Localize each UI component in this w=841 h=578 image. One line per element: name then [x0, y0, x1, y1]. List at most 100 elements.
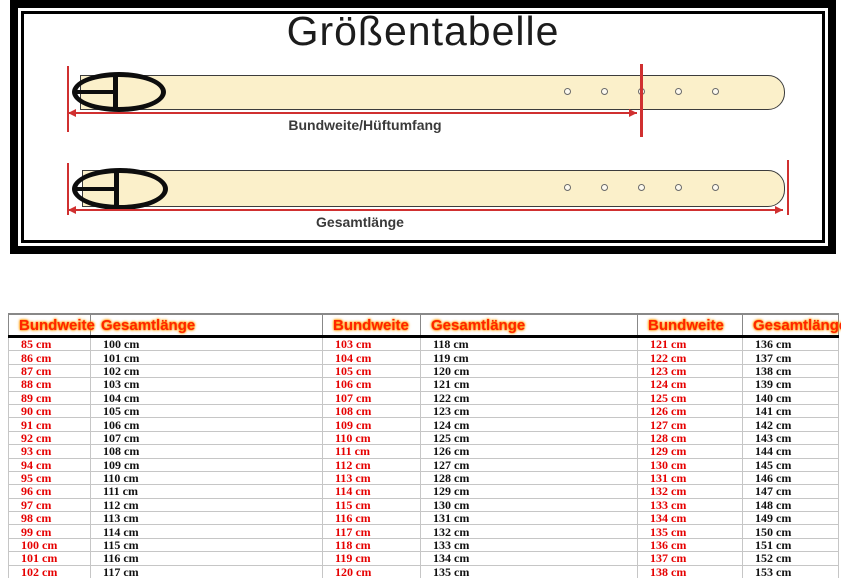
table-cell-gesamtlaenge: 118 cm — [420, 335, 638, 352]
table-cell-gesamtlaenge: 140 cm — [742, 390, 839, 405]
table-cell-bundweite: 113 cm — [322, 470, 421, 486]
table-row: 96 cm 111 cm 114 cm 129 cm 132 cm 147 cm — [8, 484, 839, 499]
table-cell-gesamtlaenge: 107 cm — [90, 430, 323, 446]
table-cell-gesamtlaenge: 143 cm — [742, 430, 839, 446]
table-cell-bundweite: 106 cm — [322, 377, 421, 392]
belt-strap-bottom — [82, 170, 785, 207]
table-cell-bundweite: 122 cm — [637, 350, 743, 365]
arrow-right-icon — [775, 206, 783, 214]
table-cell-bundweite: 130 cm — [637, 457, 743, 472]
table-cell-gesamtlaenge: 128 cm — [420, 470, 638, 486]
table-row: 87 cm 102 cm 105 cm 120 cm 123 cm 138 cm — [8, 363, 839, 379]
belt-hole — [564, 184, 571, 191]
table-cell-bundweite: 94 cm — [8, 457, 91, 472]
table-cell-gesamtlaenge: 126 cm — [420, 444, 638, 459]
table-cell-gesamtlaenge: 147 cm — [742, 484, 839, 499]
table-cell-bundweite: 119 cm — [322, 551, 421, 566]
table-cell-bundweite: 89 cm — [8, 390, 91, 405]
table-cell-gesamtlaenge: 100 cm — [90, 335, 323, 352]
belt-buckle-prong — [114, 170, 119, 208]
table-cell-bundweite: 100 cm — [8, 537, 91, 553]
table-cell-gesamtlaenge: 151 cm — [742, 537, 839, 553]
table-cell-gesamtlaenge: 146 cm — [742, 470, 839, 486]
table-cell-gesamtlaenge: 116 cm — [90, 551, 323, 566]
table-cell-bundweite: 103 cm — [322, 335, 421, 352]
table-cell-bundweite: 114 cm — [322, 484, 421, 499]
belt-buckle-icon — [72, 168, 168, 210]
table-cell-bundweite: 125 cm — [637, 390, 743, 405]
table-cell-gesamtlaenge: 110 cm — [90, 470, 323, 486]
table-cell-bundweite: 86 cm — [8, 350, 91, 365]
table-cell-gesamtlaenge: 134 cm — [420, 551, 638, 566]
measure-line-bundweite — [69, 112, 637, 114]
table-row: 97 cm 112 cm 115 cm 130 cm 133 cm 148 cm — [8, 497, 839, 513]
table-cell-gesamtlaenge: 141 cm — [742, 403, 839, 419]
table-row: 90 cm 105 cm 108 cm 123 cm 126 cm 141 cm — [8, 403, 839, 419]
table-cell-gesamtlaenge: 125 cm — [420, 430, 638, 446]
table-cell-bundweite: 118 cm — [322, 537, 421, 553]
table-cell-gesamtlaenge: 117 cm — [90, 564, 323, 578]
belt-hole — [601, 88, 608, 95]
table-cell-gesamtlaenge: 138 cm — [742, 363, 839, 379]
table-cell-bundweite: 104 cm — [322, 350, 421, 365]
arrow-right-icon — [629, 109, 637, 117]
table-cell-gesamtlaenge: 135 cm — [420, 564, 638, 578]
table-cell-bundweite: 127 cm — [637, 417, 743, 432]
table-header-row: Bundweite Gesamtlänge Bundweite Gesamtlä… — [8, 313, 841, 338]
table-row: 95 cm 110 cm 113 cm 128 cm 131 cm 146 cm — [8, 470, 839, 486]
page-title: Größentabelle — [286, 8, 560, 54]
table-cell-gesamtlaenge: 115 cm — [90, 537, 323, 553]
table-cell-bundweite: 98 cm — [8, 511, 91, 526]
table-cell-bundweite: 123 cm — [637, 363, 743, 379]
table-cell-bundweite: 117 cm — [322, 524, 421, 539]
table-cell-bundweite: 132 cm — [637, 484, 743, 499]
belt-hole — [638, 184, 645, 191]
table-cell-gesamtlaenge: 108 cm — [90, 444, 323, 459]
table-cell-bundweite: 129 cm — [637, 444, 743, 459]
table-row: 92 cm 107 cm 110 cm 125 cm 128 cm 143 cm — [8, 430, 839, 446]
table-cell-gesamtlaenge: 111 cm — [90, 484, 323, 499]
table-cell-bundweite: 131 cm — [637, 470, 743, 486]
table-row: 99 cm 114 cm 117 cm 132 cm 135 cm 150 cm — [8, 524, 839, 539]
table-cell-bundweite: 90 cm — [8, 403, 91, 419]
table-cell-gesamtlaenge: 136 cm — [742, 335, 839, 352]
table-cell-gesamtlaenge: 104 cm — [90, 390, 323, 405]
belt-hole — [601, 184, 608, 191]
table-cell-gesamtlaenge: 145 cm — [742, 457, 839, 472]
table-cell-gesamtlaenge: 137 cm — [742, 350, 839, 365]
col-header-bundweite: Bundweite — [322, 313, 421, 338]
table-cell-bundweite: 92 cm — [8, 430, 91, 446]
belt-hole — [712, 184, 719, 191]
table-cell-bundweite: 110 cm — [322, 430, 421, 446]
table-cell-bundweite: 134 cm — [637, 511, 743, 526]
table-cell-bundweite: 136 cm — [637, 537, 743, 553]
table-cell-bundweite: 120 cm — [322, 564, 421, 578]
table-cell-bundweite: 138 cm — [637, 564, 743, 578]
table-row: 101 cm 116 cm 119 cm 134 cm 137 cm 152 cm — [8, 551, 839, 566]
table-cell-bundweite: 91 cm — [8, 417, 91, 432]
table-row: 89 cm 104 cm 107 cm 122 cm 125 cm 140 cm — [8, 390, 839, 405]
arrow-left-icon — [68, 109, 76, 117]
table-row: 102 cm 117 cm 120 cm 135 cm 138 cm 153 cm — [8, 564, 839, 578]
table-cell-gesamtlaenge: 132 cm — [420, 524, 638, 539]
table-cell-bundweite: 105 cm — [322, 363, 421, 379]
measure-label-bundweite: Bundweite/Hüftumfang — [288, 117, 442, 133]
col-header-gesamtlaenge: Gesamtlänge — [420, 313, 638, 338]
table-cell-bundweite: 116 cm — [322, 511, 421, 526]
table-cell-gesamtlaenge: 149 cm — [742, 511, 839, 526]
col-header-gesamtlaenge: Gesamtlänge — [90, 313, 323, 338]
table-row: 88 cm 103 cm 106 cm 121 cm 124 cm 139 cm — [8, 377, 839, 392]
table-cell-bundweite: 96 cm — [8, 484, 91, 499]
table-cell-gesamtlaenge: 150 cm — [742, 524, 839, 539]
col-header-bundweite: Bundweite — [8, 313, 95, 338]
table-cell-gesamtlaenge: 153 cm — [742, 564, 839, 578]
belt-strap-top — [80, 75, 785, 110]
size-table: Bundweite Gesamtlänge Bundweite Gesamtlä… — [8, 313, 841, 578]
table-cell-gesamtlaenge: 113 cm — [90, 511, 323, 526]
table-cell-bundweite: 88 cm — [8, 377, 91, 392]
belt-buckle-prong — [113, 74, 118, 110]
table-row: 91 cm 106 cm 109 cm 124 cm 127 cm 142 cm — [8, 417, 839, 432]
table-cell-gesamtlaenge: 106 cm — [90, 417, 323, 432]
belt-hole — [675, 184, 682, 191]
table-cell-gesamtlaenge: 152 cm — [742, 551, 839, 566]
